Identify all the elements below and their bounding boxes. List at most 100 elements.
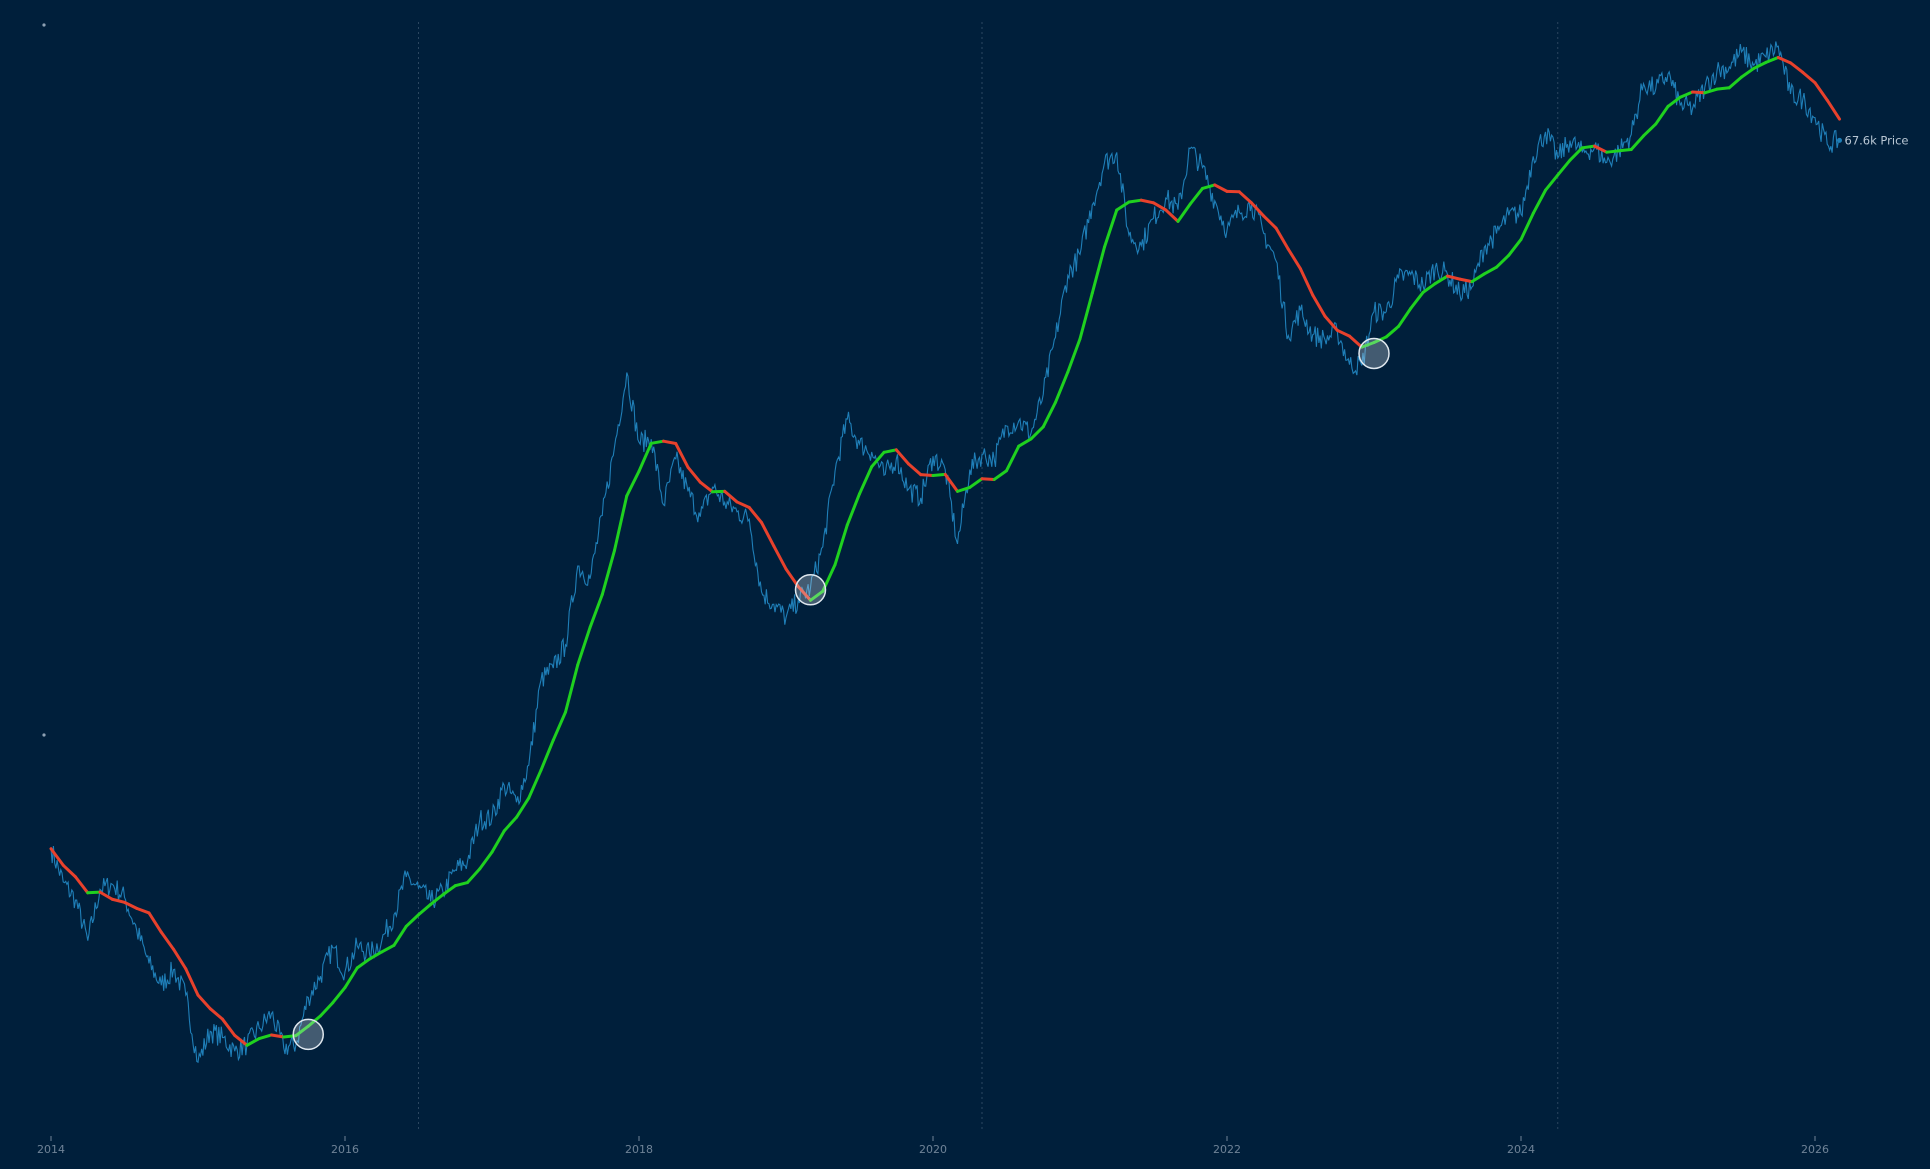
- moving-average-line: [49, 55, 1841, 1047]
- cycle-bottom-marker: [794, 574, 827, 606]
- ma-segment-down: [760, 521, 776, 548]
- ma-segment-down: [1213, 183, 1229, 193]
- ma-segment-down: [1286, 247, 1302, 271]
- ma-segment-down: [1311, 293, 1327, 318]
- ma-segment-down: [1323, 314, 1339, 332]
- ma-segment-up: [1654, 104, 1670, 126]
- ma-segment-up: [466, 867, 482, 885]
- ma-segment-up: [1005, 444, 1021, 473]
- ma-segment-up: [417, 902, 433, 917]
- ma-segment-down: [1593, 144, 1609, 154]
- ma-segment-down: [1335, 328, 1351, 338]
- ma-segment-down: [233, 1033, 249, 1047]
- price-line: [50, 41, 1840, 1064]
- ma-segment-down: [49, 847, 65, 867]
- ma-segment-down: [196, 993, 212, 1011]
- ma-segment-down: [943, 472, 959, 493]
- ma-segment-down: [74, 875, 90, 895]
- ma-segment-down: [159, 930, 175, 951]
- ma-segment-down: [147, 911, 163, 934]
- last-price-dot: [1837, 137, 1842, 143]
- ma-segment-up: [1715, 86, 1731, 91]
- ma-segment-down: [135, 906, 151, 915]
- ma-segment-up: [1629, 134, 1645, 152]
- ma-segment-up: [1678, 90, 1694, 99]
- ma-segment-up: [404, 913, 420, 928]
- ma-segment-up: [1507, 237, 1523, 257]
- ma-segment-down: [1152, 201, 1168, 212]
- ma-segment-down: [674, 442, 690, 469]
- ma-segment-up: [1029, 425, 1045, 441]
- ma-segment-up: [368, 950, 384, 961]
- ma-segment-down: [208, 1007, 224, 1021]
- ma-segment-down: [796, 585, 812, 602]
- ma-segment-up: [1605, 149, 1621, 154]
- ma-segment-up: [649, 439, 665, 445]
- ma-segment-up: [968, 477, 984, 489]
- ma-segment-up: [1421, 282, 1437, 294]
- ma-segment-up: [1470, 272, 1486, 284]
- ma-segment-up: [1617, 148, 1633, 153]
- ma-segment-down: [980, 477, 996, 481]
- ma-segment-up: [441, 884, 457, 897]
- ma-segment-up: [392, 924, 408, 947]
- ma-segment-up: [1764, 55, 1780, 64]
- ma-segment-up: [576, 626, 592, 667]
- ma-segment-up: [1727, 75, 1743, 90]
- ma-segment-down: [1262, 214, 1278, 230]
- ma-segment-up: [294, 1024, 310, 1038]
- ma-segment-up: [478, 850, 494, 871]
- ma-segment-up: [833, 523, 849, 567]
- ma-segment-down: [270, 1033, 286, 1039]
- x-tick-label: 2022: [1213, 1143, 1241, 1156]
- ma-segment-up: [257, 1033, 273, 1041]
- ma-segment-down: [1299, 267, 1315, 297]
- ma-segment-up: [86, 890, 102, 895]
- ma-segment-up: [1397, 306, 1413, 328]
- ma-segment-down: [1776, 55, 1792, 65]
- ma-segment-up: [1752, 60, 1768, 70]
- ma-segment-down: [110, 897, 126, 904]
- x-axis: 2014 2016 2018 2020 2022 2024 2026: [37, 1136, 1829, 1156]
- ma-segment-up: [1078, 291, 1094, 341]
- ma-segment-up: [564, 663, 580, 714]
- ma-segment-up: [1360, 341, 1376, 349]
- ma-segment-up: [1642, 122, 1658, 138]
- ma-segment-up: [319, 1001, 335, 1018]
- ma-segment-up: [1495, 253, 1511, 269]
- ma-segment-down: [723, 489, 739, 504]
- cycle-bottom-marker: [1358, 337, 1390, 370]
- ma-segment-up: [1556, 158, 1572, 177]
- ma-segment-down: [221, 1017, 237, 1037]
- ma-segment-up: [637, 441, 653, 473]
- ma-segment-up: [1519, 211, 1535, 241]
- ma-segment-up: [1482, 265, 1498, 276]
- ma-segment-down: [1237, 190, 1253, 205]
- ma-segment-up: [600, 548, 616, 597]
- ma-segment-down: [735, 500, 751, 509]
- ma-segment-up: [355, 957, 371, 970]
- ma-segment-down: [1139, 198, 1155, 205]
- x-tick-label: 2018: [625, 1143, 653, 1156]
- ma-segment-up: [1127, 198, 1143, 204]
- ma-segment-down: [698, 480, 714, 494]
- ma-segment-up: [1041, 400, 1057, 429]
- x-tick-label: 2020: [919, 1143, 947, 1156]
- ma-segment-up: [1115, 200, 1131, 212]
- x-tick-label: 2016: [331, 1143, 359, 1156]
- ma-segment-up: [1066, 337, 1082, 374]
- y-axis-marker: [42, 733, 46, 737]
- ma-segment-down: [172, 947, 188, 971]
- cycle-bottom-marker: [292, 1018, 324, 1051]
- ma-segment-up: [551, 710, 567, 742]
- ma-segment-up: [1740, 66, 1756, 79]
- ma-segment-down: [747, 505, 763, 525]
- ma-segment-up: [625, 469, 641, 498]
- ma-segment-up: [1384, 324, 1400, 339]
- cycle-bottom-markers: [292, 337, 1390, 1051]
- ma-segment-up: [1531, 188, 1547, 215]
- ma-segment-up: [882, 448, 898, 454]
- ma-segment-up: [1103, 208, 1119, 249]
- ma-segment-up: [1017, 437, 1033, 448]
